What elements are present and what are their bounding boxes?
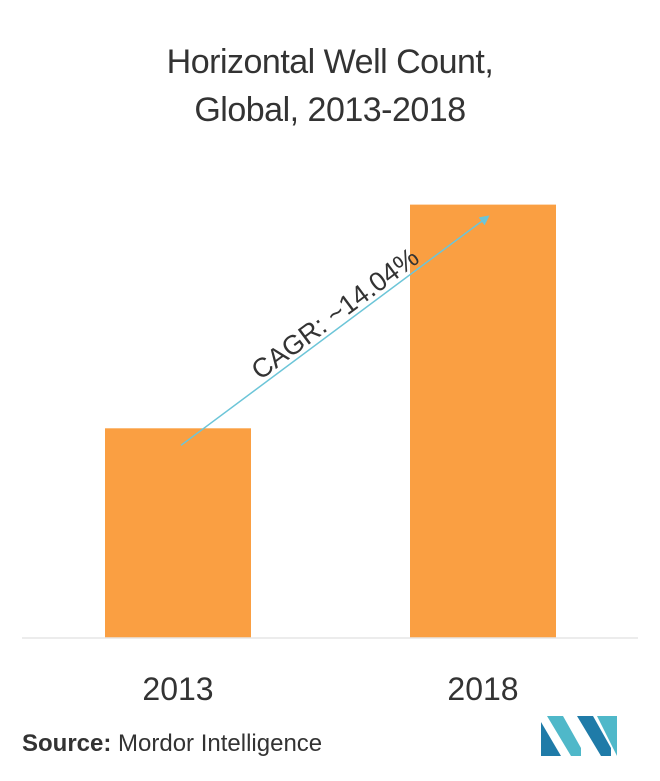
x-tick-labels: 2013 2018 [142, 671, 518, 707]
cagr-label: CAGR: ~14.04% [246, 242, 425, 386]
source-label: Source: [22, 730, 112, 757]
chart-title-line-2: Global, 2013-2018 [194, 91, 466, 129]
source-line: Source: Mordor Intelligence [22, 728, 322, 760]
x-tick-label-2018: 2018 [447, 671, 518, 707]
mordor-logo-icon [541, 716, 617, 756]
source-text: Mordor Intelligence [118, 730, 323, 757]
chart-title-line-1: Horizontal Well Count, [166, 43, 494, 81]
x-tick-label-2013: 2013 [142, 671, 213, 707]
bar-2013 [105, 428, 251, 638]
cagr-arrow [180, 215, 490, 446]
chart-title: Horizontal Well Count, Global, 2013-2018 [0, 38, 660, 134]
bars-layer [105, 204, 556, 638]
bar-2018 [410, 204, 556, 638]
